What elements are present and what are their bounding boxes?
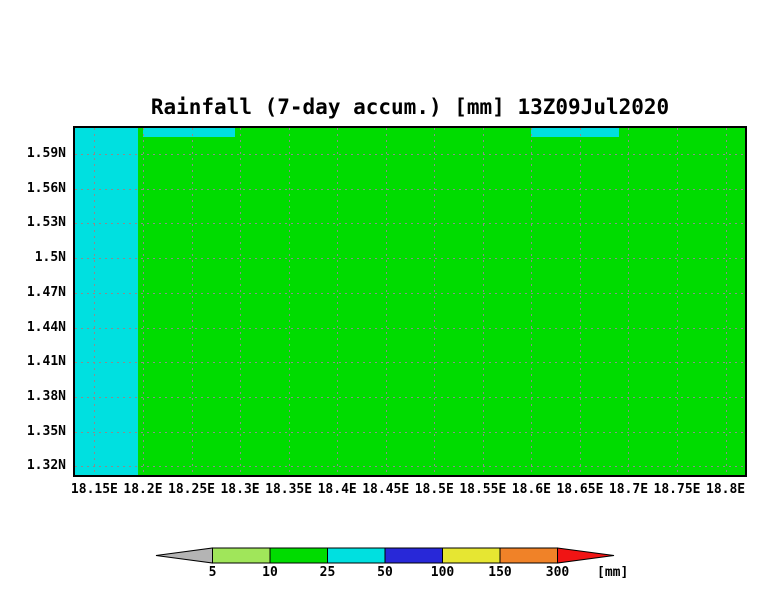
y-tick-label: 1.32N — [26, 458, 66, 474]
colorbar-tick-label: 150 — [488, 565, 512, 580]
region-west-strip — [75, 128, 139, 475]
y-tick-label: 1.44N — [26, 319, 66, 335]
gridline-vertical — [191, 128, 193, 475]
gridline-vertical — [385, 128, 387, 475]
colorbar-legend: 5 10 25 50 100 150 300 [mm] — [155, 547, 715, 587]
legend-unit-label: [mm] — [597, 565, 629, 580]
gridline-vertical — [628, 128, 630, 475]
y-tick-label: 1.56N — [26, 180, 66, 196]
x-tick-label: 18.4E — [317, 482, 357, 497]
colorbar-segment-blue — [384, 547, 443, 564]
colorbar-segment-cyan — [327, 547, 386, 564]
region-north-strip-west — [142, 128, 236, 137]
gridline-vertical — [142, 128, 144, 475]
gridline-horizontal — [75, 362, 745, 364]
gridline-horizontal — [75, 292, 745, 294]
region-north-strip-east — [531, 128, 619, 137]
x-tick-label: 18.75E — [653, 482, 701, 497]
colorbar-segment-yellow — [442, 547, 501, 564]
gridline-vertical — [482, 128, 484, 475]
gridline-vertical — [337, 128, 339, 475]
x-tick-label: 18.65E — [556, 482, 604, 497]
x-tick-label: 18.2E — [123, 482, 163, 497]
x-tick-label: 18.35E — [265, 482, 313, 497]
y-tick-label: 1.5N — [34, 250, 66, 266]
x-tick-label: 18.8E — [706, 482, 746, 497]
colorbar — [155, 547, 615, 564]
gridline-vertical — [579, 128, 581, 475]
colorbar-tick-label: 300 — [545, 565, 570, 580]
y-tick-label: 1.35N — [26, 423, 66, 439]
x-tick-label: 18.6E — [511, 482, 551, 497]
colorbar-segment-green — [269, 547, 328, 564]
x-tick-label: 18.5E — [414, 482, 454, 497]
colorbar-segment-gray — [155, 547, 213, 564]
gridline-vertical — [434, 128, 436, 475]
gridline-horizontal — [75, 258, 745, 260]
colorbar-segment-orange — [499, 547, 558, 564]
y-tick-label: 1.59N — [26, 146, 66, 162]
x-tick-label: 18.55E — [459, 482, 507, 497]
x-tick-label: 18.3E — [220, 482, 260, 497]
x-tick-label: 18.25E — [168, 482, 215, 497]
y-tick-label: 1.47N — [26, 284, 66, 300]
x-tick-label: 18.7E — [608, 482, 649, 497]
colorbar-segment-red — [557, 547, 615, 564]
colorbar-tick-label: 50 — [377, 565, 393, 580]
gridline-horizontal — [75, 327, 745, 329]
gridline-vertical — [677, 128, 679, 475]
x-tick-label: 18.15E — [70, 482, 118, 497]
gridline-vertical — [94, 128, 96, 475]
gridline-horizontal — [75, 466, 745, 468]
colorbar-tick-label: 25 — [319, 565, 336, 580]
gridline-horizontal — [75, 223, 745, 225]
region-background-fill — [75, 128, 745, 475]
colorbar-segment-light-green — [212, 547, 271, 564]
colorbar-tick-label: 100 — [430, 565, 455, 580]
gridline-horizontal — [75, 431, 745, 433]
y-tick-label: 1.38N — [26, 388, 66, 404]
x-tick-label: 18.45E — [362, 482, 410, 497]
gridline-vertical — [288, 128, 290, 475]
colorbar-tick-label: 10 — [262, 565, 278, 580]
chart-title: Rainfall (7-day accum.) [mm] 13Z09Jul202… — [150, 95, 670, 119]
y-tick-label: 1.53N — [26, 215, 66, 231]
gridline-vertical — [725, 128, 727, 475]
gridline-vertical — [240, 128, 242, 475]
colorbar-tick-label: 5 — [208, 565, 217, 580]
gridline-vertical — [531, 128, 533, 475]
gridline-horizontal — [75, 396, 745, 398]
gridline-horizontal — [75, 154, 745, 156]
y-tick-label: 1.41N — [26, 354, 66, 370]
gridline-horizontal — [75, 188, 745, 190]
plot-area — [75, 128, 745, 475]
